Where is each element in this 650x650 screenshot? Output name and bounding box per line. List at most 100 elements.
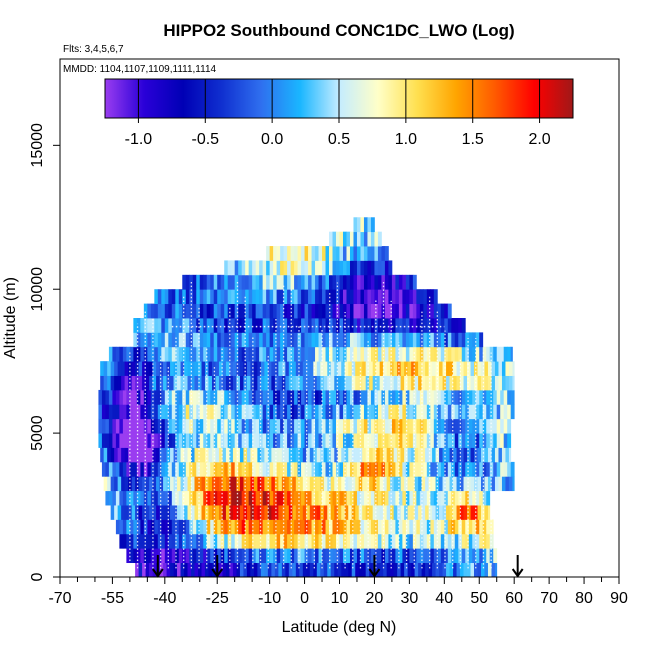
heatmap-cell (147, 490, 152, 506)
heatmap-cell (384, 318, 389, 333)
heatmap-cell (484, 447, 489, 463)
heatmap-cell (273, 404, 278, 420)
heatmap-cell (336, 332, 340, 348)
heatmap-cell (178, 418, 183, 434)
heatmap-cell (294, 346, 298, 362)
heatmap-cell (482, 346, 487, 362)
heatmap-cell (133, 548, 138, 564)
heatmap-cell (426, 303, 431, 319)
heatmap-cell (194, 375, 199, 391)
heatmap-cell (374, 260, 379, 276)
heatmap-cell (405, 404, 410, 420)
heatmap-cell (337, 562, 342, 578)
heatmap-cell (238, 346, 243, 362)
heatmap-cell (180, 361, 185, 376)
heatmap-cell (136, 404, 141, 420)
heatmap-cell (182, 418, 187, 434)
heatmap-cell (157, 404, 162, 420)
heatmap-cell (149, 505, 153, 520)
heatmap-cell (512, 476, 515, 492)
heatmap-cell (315, 461, 319, 477)
heatmap-cell (484, 562, 489, 578)
heatmap-cell (444, 533, 449, 549)
heatmap-cell (255, 289, 260, 305)
heatmap-cell (402, 418, 407, 434)
heatmap-cell (337, 447, 342, 463)
heatmap-cell (493, 548, 498, 564)
heatmap-cell (349, 332, 354, 348)
heatmap-cell (334, 361, 339, 376)
heatmap-cell (508, 361, 513, 376)
heatmap-cell (199, 389, 204, 405)
heatmap-cell (105, 490, 110, 506)
heatmap-cell (192, 418, 197, 434)
heatmap-cell (266, 274, 271, 290)
heatmap-cell (189, 548, 194, 564)
heatmap-cell (505, 476, 510, 492)
heatmap-cell (346, 246, 351, 261)
heatmap-cell (374, 246, 379, 261)
heatmap-cell (323, 361, 328, 376)
heatmap-cell (470, 375, 475, 391)
heatmap-cell (460, 447, 464, 463)
heatmap-cell (180, 447, 185, 463)
heatmap-cell (192, 332, 197, 348)
heatmap-cell (304, 260, 309, 276)
heatmap-cell (304, 433, 309, 448)
heatmap-cell (461, 418, 466, 434)
heatmap-cell (426, 346, 431, 362)
heatmap-cell (260, 375, 265, 391)
heatmap-cell (301, 548, 305, 564)
heatmap-cell (133, 404, 138, 420)
heatmap-cell (262, 274, 267, 290)
heatmap-cell (339, 533, 344, 549)
heatmap-cell (98, 389, 103, 405)
heatmap-cell (124, 447, 129, 463)
heatmap-cell (266, 433, 271, 448)
heatmap-cell (140, 332, 145, 348)
heatmap-cell (182, 346, 187, 362)
heatmap-cell (414, 562, 419, 578)
heatmap-cell (301, 346, 305, 362)
heatmap-cell (437, 404, 442, 420)
heatmap-cell (465, 332, 470, 348)
heatmap-cell (351, 562, 356, 578)
heatmap-cell (412, 461, 417, 477)
heatmap-cell (283, 404, 288, 420)
heatmap-cell (210, 490, 215, 506)
heatmap-cell (302, 476, 307, 492)
heatmap-cell (157, 332, 162, 348)
heatmap-cell (458, 433, 463, 448)
heatmap-cell (507, 433, 512, 448)
heatmap-cell (409, 548, 414, 564)
heatmap-cell (395, 404, 400, 420)
heatmap-cell (133, 433, 138, 448)
heatmap-cell (147, 346, 152, 362)
heatmap-cell (447, 533, 452, 549)
heatmap-cell (329, 490, 333, 506)
heatmap-cell (405, 548, 410, 564)
heatmap-cell (302, 375, 307, 391)
heatmap-cell (278, 476, 283, 492)
heatmap-cell (280, 246, 284, 261)
heatmap-cell (110, 447, 115, 463)
heatmap-cell (290, 548, 295, 564)
heatmap-cell (442, 476, 447, 492)
heatmap-cell (227, 433, 232, 448)
heatmap-cell (332, 346, 337, 362)
heatmap-cell (208, 476, 213, 492)
heatmap-cell (318, 246, 323, 261)
heatmap-cell (322, 490, 326, 506)
heatmap-cell (196, 389, 201, 405)
heatmap-cell (269, 346, 274, 362)
heatmap-cell (150, 346, 155, 362)
heatmap-cell (259, 260, 264, 276)
heatmap-cell (257, 361, 262, 376)
heatmap-cell (451, 461, 456, 477)
heatmap-cell (252, 346, 257, 362)
heatmap-cell (349, 418, 354, 434)
heatmap-cell (280, 289, 284, 305)
heatmap-cell (409, 533, 414, 549)
heatmap-cell (388, 389, 393, 405)
heatmap-cell (467, 505, 471, 520)
